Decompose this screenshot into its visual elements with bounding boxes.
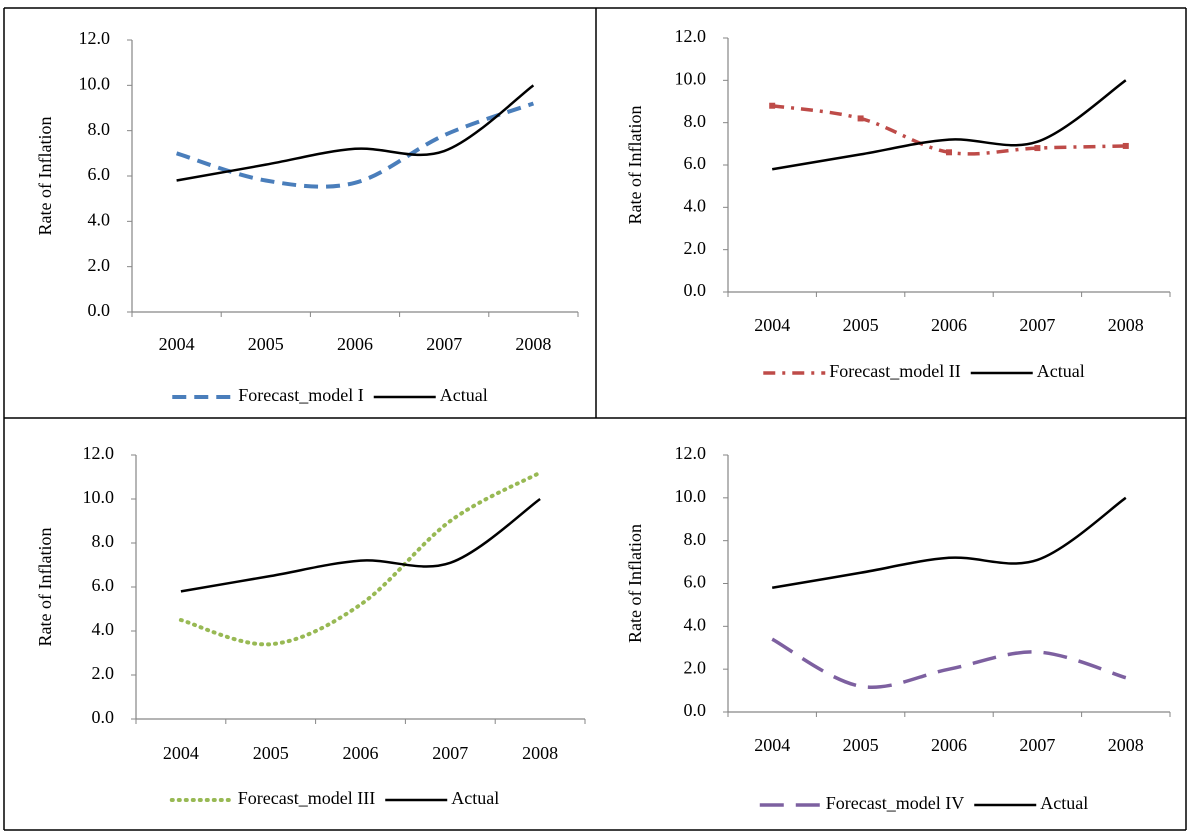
y-tick-label: 8.0	[92, 531, 115, 551]
y-tick-label: 12.0	[79, 28, 111, 48]
series-line	[180, 497, 541, 593]
legend-label: Actual	[1037, 361, 1085, 381]
y-tick-label: 0.0	[684, 700, 707, 720]
y-tick-label: 10.0	[675, 68, 707, 88]
point-marker	[1122, 142, 1129, 149]
legend: Forecast_model II Actual	[763, 361, 1085, 381]
point-marker	[1034, 145, 1041, 152]
y-axis-title: Rate of Inflation	[35, 528, 55, 647]
legend: Forecast_model IV Actual	[759, 793, 1088, 813]
series-line	[771, 79, 1127, 171]
legend-label: Actual	[451, 788, 499, 808]
y-tick-label: 2.0	[684, 238, 707, 258]
y-tick-label: 0.0	[88, 300, 111, 320]
y-tick-label: 6.0	[88, 164, 111, 184]
y-tick-label: 6.0	[684, 153, 707, 173]
legend: Forecast_model III Actual	[169, 788, 499, 808]
x-tick-label: 2008	[1108, 315, 1144, 335]
point-marker	[769, 102, 776, 109]
x-tick-label: 2005	[843, 315, 879, 335]
x-tick-label: 2005	[248, 334, 284, 354]
y-tick-label: 8.0	[684, 529, 707, 549]
legend-label: Forecast_model III	[238, 788, 375, 808]
y-tick-label: 8.0	[684, 111, 707, 131]
series-line	[178, 470, 543, 647]
y-tick-label: 6.0	[684, 572, 707, 592]
series-line	[771, 104, 1126, 156]
legend-label: Forecast_model II	[829, 361, 960, 381]
y-tick-label: 4.0	[92, 619, 115, 639]
x-tick-label: 2006	[337, 334, 373, 354]
y-tick-label: 10.0	[83, 487, 115, 507]
x-tick-label: 2007	[432, 743, 468, 763]
x-tick-label: 2007	[426, 334, 462, 354]
x-tick-label: 2008	[515, 334, 551, 354]
y-tick-label: 12.0	[675, 26, 707, 46]
legend-label: Forecast_model I	[238, 385, 363, 405]
x-tick-label: 2006	[931, 315, 967, 335]
y-axis-title: Rate of Inflation	[625, 106, 645, 225]
y-tick-label: 2.0	[88, 255, 111, 275]
x-tick-label: 2006	[343, 743, 379, 763]
y-tick-label: 4.0	[88, 209, 111, 229]
x-tick-label: 2008	[1108, 735, 1144, 755]
y-tick-label: 4.0	[684, 195, 707, 215]
y-tick-label: 10.0	[675, 486, 707, 506]
x-tick-label: 2008	[522, 743, 558, 763]
x-tick-label: 2004	[754, 315, 790, 335]
y-tick-label: 2.0	[92, 663, 115, 683]
y-tick-label: 12.0	[675, 443, 707, 463]
series-line	[176, 101, 535, 189]
x-tick-label: 2004	[754, 735, 790, 755]
series-line	[176, 84, 535, 182]
legend-label: Actual	[440, 385, 488, 405]
point-marker	[857, 115, 864, 122]
point-marker	[946, 149, 952, 156]
y-tick-label: 4.0	[684, 614, 707, 634]
series-line	[771, 637, 1127, 689]
y-tick-label: 8.0	[88, 119, 111, 139]
y-tick-label: 10.0	[79, 73, 111, 93]
legend: Forecast_model I Actual	[172, 385, 488, 405]
legend-label: Actual	[1040, 793, 1088, 813]
y-tick-label: 0.0	[684, 280, 707, 300]
x-tick-label: 2005	[843, 735, 879, 755]
y-axis-title: Rate of Inflation	[625, 524, 645, 643]
series-line	[771, 496, 1127, 590]
x-tick-label: 2007	[1019, 315, 1055, 335]
legend-label: Forecast_model IV	[826, 793, 964, 813]
y-tick-label: 12.0	[83, 443, 115, 463]
x-tick-label: 2005	[253, 743, 289, 763]
y-axis-title: Rate of Inflation	[35, 117, 55, 236]
x-tick-label: 2006	[931, 735, 967, 755]
x-tick-label: 2004	[163, 743, 199, 763]
x-tick-label: 2004	[159, 334, 195, 354]
x-tick-label: 2007	[1019, 735, 1055, 755]
y-tick-label: 0.0	[92, 707, 115, 727]
y-tick-label: 2.0	[684, 657, 707, 677]
y-tick-label: 6.0	[92, 575, 115, 595]
